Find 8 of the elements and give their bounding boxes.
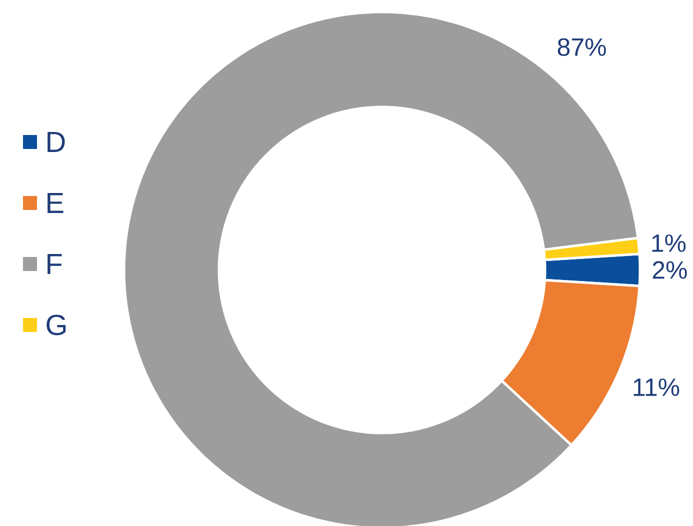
data-label: 1%	[652, 234, 686, 252]
data-label: 2%	[652, 261, 687, 279]
legend-label: D	[48, 132, 65, 152]
legend-label: G	[46, 314, 66, 336]
data-label: 87%	[558, 38, 606, 56]
legend-label: E	[48, 193, 64, 213]
data-label: 11%	[634, 378, 680, 396]
legend-label: F	[48, 254, 62, 274]
